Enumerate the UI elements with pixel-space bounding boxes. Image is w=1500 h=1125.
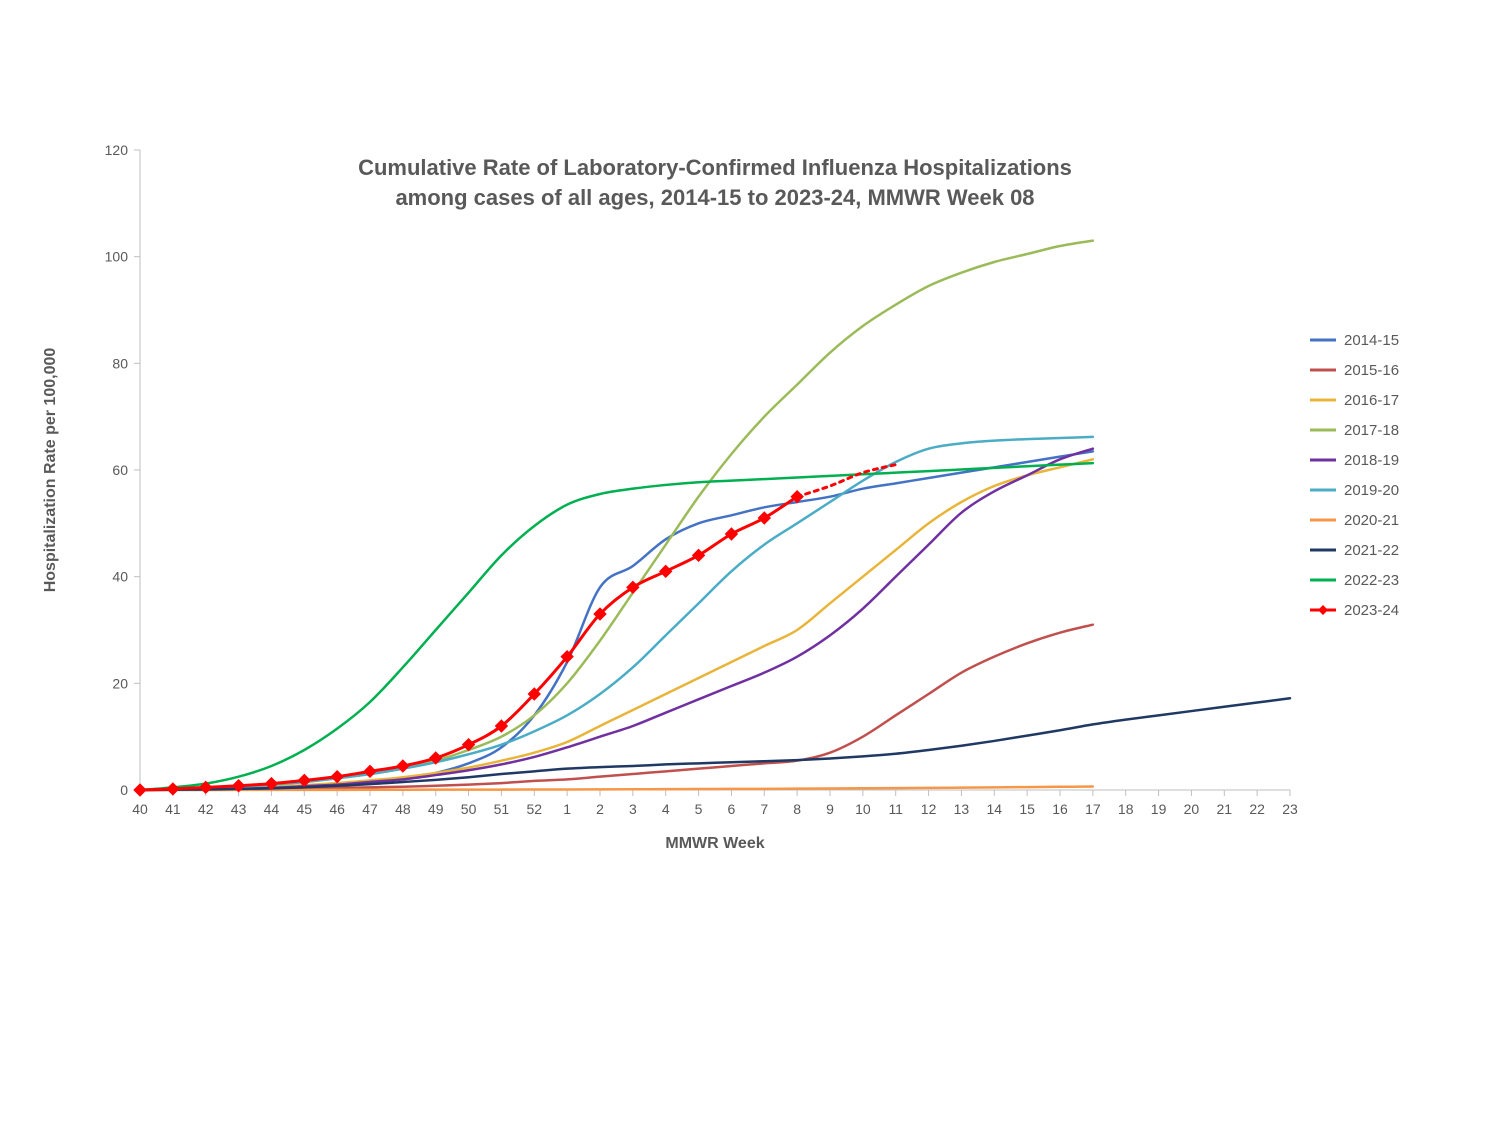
x-tick-label: 13 [954, 801, 970, 817]
x-tick-label: 47 [362, 801, 378, 817]
series-marker-2023-24 [134, 784, 146, 796]
x-tick-label: 19 [1151, 801, 1167, 817]
chart-title-line1: Cumulative Rate of Laboratory-Confirmed … [358, 155, 1072, 180]
x-tick-label: 16 [1052, 801, 1068, 817]
y-tick-label: 80 [112, 355, 128, 371]
chart-container: Cumulative Rate of Laboratory-Confirmed … [0, 0, 1500, 1125]
x-tick-label: 22 [1249, 801, 1265, 817]
legend-label-2017-18: 2017-18 [1344, 422, 1399, 439]
legend-label-2020-21: 2020-21 [1344, 512, 1399, 529]
x-tick-label: 43 [231, 801, 247, 817]
legend-label-2018-19: 2018-19 [1344, 452, 1399, 469]
x-tick-label: 20 [1184, 801, 1200, 817]
y-tick-label: 40 [112, 569, 128, 585]
x-tick-label: 7 [760, 801, 768, 817]
legend-label-2023-24: 2023-24 [1344, 602, 1399, 619]
x-tick-label: 14 [986, 801, 1002, 817]
legend-label-2022-23: 2022-23 [1344, 572, 1399, 589]
x-tick-label: 52 [526, 801, 542, 817]
x-axis-label: MMWR Week [665, 835, 764, 852]
x-tick-label: 42 [198, 801, 214, 817]
x-tick-label: 23 [1282, 801, 1298, 817]
x-tick-label: 9 [826, 801, 834, 817]
legend-label-2016-17: 2016-17 [1344, 392, 1399, 409]
series-marker-2023-24 [660, 565, 672, 577]
series-line-2022-23 [140, 463, 1093, 790]
series-line-2017-18 [140, 241, 1093, 790]
y-tick-label: 120 [105, 142, 129, 158]
x-tick-label: 1 [563, 801, 571, 817]
x-tick-label: 10 [855, 801, 871, 817]
series-line-2015-16 [140, 625, 1093, 790]
x-tick-label: 46 [329, 801, 345, 817]
y-tick-label: 100 [105, 249, 129, 265]
legend-label-2015-16: 2015-16 [1344, 362, 1399, 379]
y-tick-label: 60 [112, 462, 128, 478]
legend-label-2019-20: 2019-20 [1344, 482, 1399, 499]
x-tick-label: 5 [695, 801, 703, 817]
x-tick-label: 2 [596, 801, 604, 817]
x-tick-label: 21 [1216, 801, 1232, 817]
legend-marker-2023-24 [1318, 605, 1328, 615]
series-line-2016-17 [140, 459, 1093, 790]
y-tick-label: 20 [112, 675, 128, 691]
x-tick-label: 44 [264, 801, 280, 817]
x-tick-label: 11 [888, 801, 903, 817]
legend-label-2014-15: 2014-15 [1344, 332, 1399, 349]
x-tick-label: 18 [1118, 801, 1134, 817]
legend-label-2021-22: 2021-22 [1344, 542, 1399, 559]
y-axis-label: Hospitalization Rate per 100,000 [42, 348, 59, 593]
y-tick-label: 0 [120, 782, 128, 798]
x-tick-label: 41 [165, 801, 181, 817]
x-tick-label: 49 [428, 801, 444, 817]
chart-title-line2: among cases of all ages, 2014-15 to 2023… [395, 185, 1034, 210]
x-tick-label: 8 [793, 801, 801, 817]
x-tick-label: 15 [1019, 801, 1035, 817]
x-tick-label: 4 [662, 801, 670, 817]
x-tick-label: 3 [629, 801, 637, 817]
series-marker-2023-24 [167, 783, 179, 795]
x-tick-label: 48 [395, 801, 411, 817]
x-tick-label: 40 [132, 801, 148, 817]
x-tick-label: 12 [921, 801, 937, 817]
x-tick-label: 51 [494, 801, 510, 817]
x-tick-label: 50 [461, 801, 477, 817]
series-line-2018-19 [140, 449, 1093, 790]
series-marker-2023-24 [331, 771, 343, 783]
x-tick-label: 45 [296, 801, 312, 817]
series-line-2014-15 [140, 451, 1093, 790]
line-chart: Cumulative Rate of Laboratory-Confirmed … [0, 0, 1500, 1125]
x-tick-label: 6 [728, 801, 736, 817]
x-tick-label: 17 [1085, 801, 1101, 817]
